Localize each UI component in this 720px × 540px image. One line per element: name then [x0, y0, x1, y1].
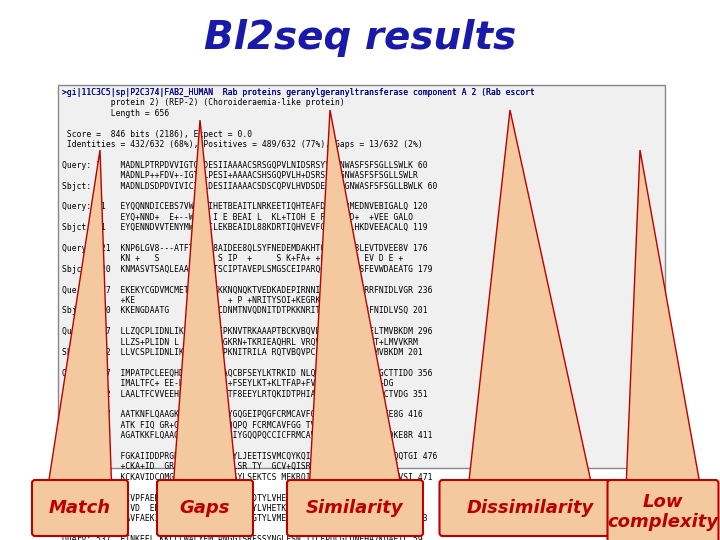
Polygon shape — [174, 120, 236, 483]
FancyBboxPatch shape — [439, 480, 621, 536]
Text: Gaps: Gaps — [180, 499, 230, 517]
Text: Similarity: Similarity — [306, 499, 404, 517]
Text: >gi|11C3C5|sp|P2C374|FAB2_HUMAN  Rab proteins geranylgeranyltransferase componen: >gi|11C3C5|sp|P2C374|FAB2_HUMAN Rab prot… — [62, 88, 535, 540]
Polygon shape — [626, 150, 700, 483]
Text: Bl2seq results: Bl2seq results — [204, 19, 516, 57]
Text: Match: Match — [49, 499, 111, 517]
Text: Dissimilarity: Dissimilarity — [467, 499, 593, 517]
Polygon shape — [469, 110, 591, 483]
FancyBboxPatch shape — [157, 480, 253, 536]
Text: >gi|11C3C5|sp|P2C374|FAB2_HUMAN  Rab proteins geranylgeranyltransferase componen: >gi|11C3C5|sp|P2C374|FAB2_HUMAN Rab prot… — [62, 88, 535, 97]
FancyBboxPatch shape — [287, 480, 423, 536]
Polygon shape — [48, 150, 112, 483]
Polygon shape — [310, 110, 400, 483]
FancyBboxPatch shape — [32, 480, 128, 536]
Text: Low
complexity: Low complexity — [608, 492, 719, 531]
FancyBboxPatch shape — [608, 480, 719, 540]
FancyBboxPatch shape — [58, 85, 665, 468]
